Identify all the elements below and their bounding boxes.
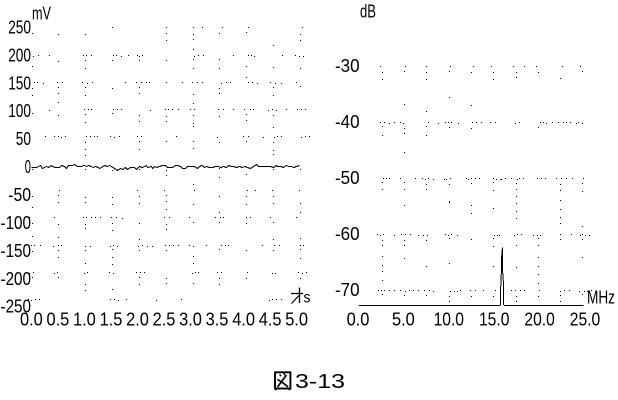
svg-text:-250: -250 [1,297,32,318]
svg-text:200: 200 [8,45,31,66]
svg-text:mV: mV [32,4,51,25]
svg-text:-200: -200 [1,269,32,290]
svg-text:0.0: 0.0 [20,310,43,331]
svg-text:0.5: 0.5 [47,310,70,331]
svg-text:-30: -30 [335,56,360,77]
svg-text:3-13: 3-13 [295,370,345,393]
svg-text:-50: -50 [8,185,31,206]
svg-text:15.0: 15.0 [479,310,509,331]
svg-text:10.0: 10.0 [434,310,464,331]
svg-text:MHz: MHz [587,288,615,309]
svg-text:1.0: 1.0 [73,310,96,331]
svg-text:3.5: 3.5 [206,310,229,331]
svg-text:250: 250 [8,17,31,38]
svg-text:5.0: 5.0 [285,310,308,331]
svg-text:4.0: 4.0 [232,310,255,331]
svg-text:-100: -100 [1,213,32,234]
svg-text:2.0: 2.0 [126,310,149,331]
svg-text:-60: -60 [335,224,360,245]
svg-text:0: 0 [25,157,31,178]
svg-text:4.5: 4.5 [259,310,282,331]
svg-text:100: 100 [8,101,31,122]
svg-text:25.0: 25.0 [570,310,600,331]
svg-text:-70: -70 [335,280,360,301]
svg-text:5.0: 5.0 [392,310,415,331]
svg-text:s: s [304,290,311,307]
svg-text:1.5: 1.5 [100,310,123,331]
svg-text:dB: dB [360,2,376,23]
svg-text:150: 150 [8,73,31,94]
svg-text:50: 50 [16,129,31,150]
svg-text:-150: -150 [1,241,32,262]
svg-text:0.0: 0.0 [347,310,370,331]
svg-text:-50: -50 [335,168,360,189]
svg-text:3.0: 3.0 [179,310,202,331]
svg-text:-40: -40 [335,112,360,133]
svg-text:20.0: 20.0 [524,310,554,331]
svg-text:2.5: 2.5 [153,310,176,331]
